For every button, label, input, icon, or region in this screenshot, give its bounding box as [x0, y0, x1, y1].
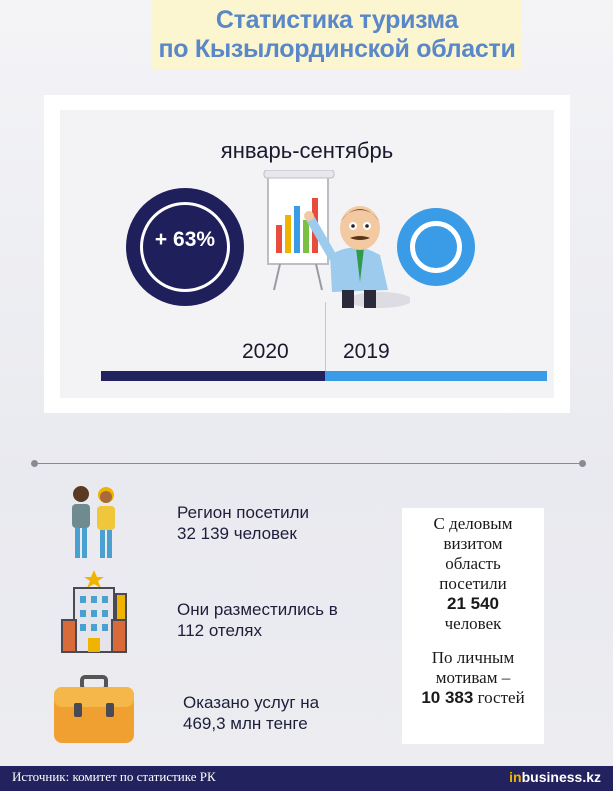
year-divider — [325, 302, 326, 372]
growth-ring: + 63% — [126, 188, 244, 306]
footer-bar: Источник: комитет по статистике РК inbus… — [0, 766, 613, 791]
title-banner: Статистика туризма по Кызылординской обл… — [152, 0, 522, 70]
business-line-1: С деловым — [433, 514, 513, 533]
presenter-illustration — [263, 170, 410, 308]
stat-services-line-1: Оказано услуг на — [183, 693, 320, 712]
period-label: январь-сентябрь — [220, 138, 394, 163]
personal-line-3: 10 383 гостей — [402, 688, 544, 708]
stat-visitors: Регион посетили 32 139 человек — [177, 502, 309, 544]
business-line-3: область — [445, 554, 501, 573]
divider-dot-left — [31, 460, 38, 467]
briefcase-icon — [54, 675, 134, 743]
stat-services-line-2: 469,3 млн тенге — [183, 714, 308, 733]
title-line-1: Статистика туризма — [215, 6, 459, 34]
personal-line-2: мотивам – — [435, 668, 511, 687]
year-current-label: 2020 — [242, 340, 289, 363]
title-line-2: по Кызылординской области — [158, 35, 516, 63]
brand-logo[interactable]: inbusiness.kz — [509, 769, 601, 785]
stat-hotels-line-1: Они разместились в — [177, 600, 338, 619]
personal-unit: гостей — [477, 688, 525, 707]
bar-previous-year — [325, 371, 547, 381]
year-previous-label: 2019 — [343, 340, 390, 363]
bar-current-year — [101, 371, 325, 381]
stat-hotels-line-2: 112 отелях — [177, 621, 263, 640]
personal-line-1: По личным — [431, 648, 515, 667]
comparison-card: январь-сентябрь + 63% — [44, 95, 570, 413]
box-spacer — [402, 634, 544, 648]
stat-services: Оказано услуг на 469,3 млн тенге — [183, 692, 319, 734]
stat-visitors-line-1: Регион посетили — [177, 503, 310, 522]
business-line-5: человек — [444, 614, 502, 633]
source-note: Источник: комитет по статистике РК — [12, 769, 216, 784]
divider-dot-right — [579, 460, 586, 467]
people-icon — [72, 486, 115, 558]
brand-logo-rest: business.kz — [521, 769, 601, 785]
business-count: 21 540 — [447, 594, 499, 613]
brand-logo-in: in — [509, 769, 522, 785]
stat-visitors-line-2: 32 139 человек — [177, 524, 297, 543]
previous-year-ring-inner — [410, 221, 462, 273]
growth-ring-inner — [140, 202, 230, 292]
stat-hotels: Они разместились в 112 отелях — [177, 599, 338, 641]
visit-purpose-box: С деловым визитом область посетили 21 54… — [402, 508, 544, 744]
personal-count: 10 383 — [421, 688, 474, 707]
comparison-panel: январь-сентябрь + 63% — [60, 110, 554, 398]
growth-percent: + 63% — [154, 228, 216, 251]
previous-year-ring — [397, 208, 475, 286]
business-line-4: посетили — [439, 574, 507, 593]
business-line-2: визитом — [443, 534, 503, 553]
section-divider — [34, 463, 583, 464]
hotel-icon — [61, 570, 127, 653]
